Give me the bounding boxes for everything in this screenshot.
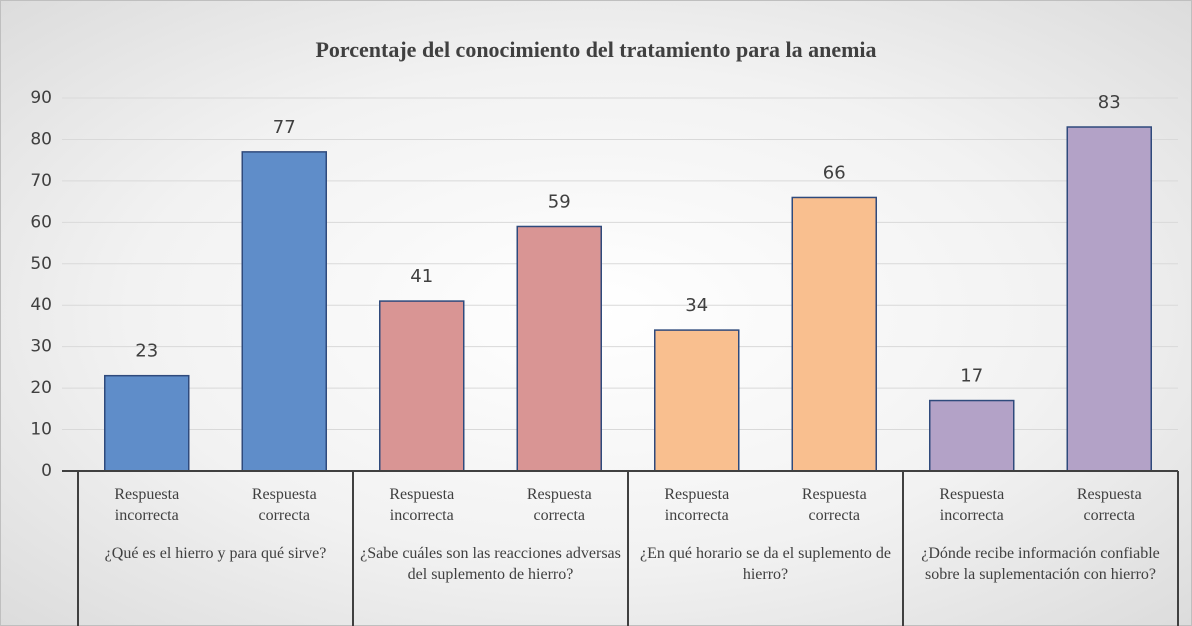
x-tick-label: Respuesta incorrecta (664, 486, 730, 524)
x-tick-label: Respuesta incorrecta (939, 486, 1005, 524)
bar (791, 196, 877, 472)
data-label: 66 (823, 162, 846, 183)
bar (241, 151, 327, 472)
x-tick-label: Respuesta correcta (1076, 486, 1142, 524)
bar (929, 399, 1015, 472)
y-tick-label: 20 (30, 378, 52, 398)
y-tick-label: 0 (41, 461, 52, 481)
y-tick-label: 60 (30, 212, 52, 232)
y-tick-label: 80 (30, 129, 52, 149)
bar (379, 300, 465, 472)
group-label: ¿Sabe cuáles son las reacciones adversas… (360, 545, 621, 583)
x-tick-label: Respuesta correcta (251, 486, 317, 524)
y-tick-label: 70 (30, 171, 52, 191)
bar (654, 329, 740, 472)
data-label: 41 (410, 266, 433, 287)
bar (516, 225, 602, 472)
group-label: ¿Dónde recibe información confiable sobr… (921, 545, 1160, 583)
group-label: ¿En qué horario se da el suplemento de h… (639, 545, 892, 583)
data-label: 83 (1098, 92, 1121, 113)
x-tick-label: Respuesta incorrecta (389, 486, 455, 524)
group-label: ¿Qué es el hierro y para qué sirve? (104, 545, 327, 562)
x-tick-label: Respuesta incorrecta (114, 486, 180, 524)
y-tick-label: 50 (30, 254, 52, 274)
bar (1066, 126, 1152, 472)
data-label: 34 (685, 295, 708, 316)
x-tick-label: Respuesta correcta (526, 486, 592, 524)
data-label: 59 (548, 191, 571, 212)
y-tick-label: 30 (30, 337, 52, 357)
data-label: 17 (960, 366, 983, 387)
y-tick-label: 40 (30, 295, 52, 315)
y-tick-label: 10 (30, 420, 52, 440)
bar (104, 374, 190, 472)
x-tick-label: Respuesta correcta (801, 486, 867, 524)
chart-title: Porcentaje del conocimiento del tratamie… (315, 37, 876, 62)
data-label: 23 (135, 341, 158, 362)
y-tick-label: 90 (30, 88, 52, 108)
data-label: 77 (273, 117, 296, 138)
